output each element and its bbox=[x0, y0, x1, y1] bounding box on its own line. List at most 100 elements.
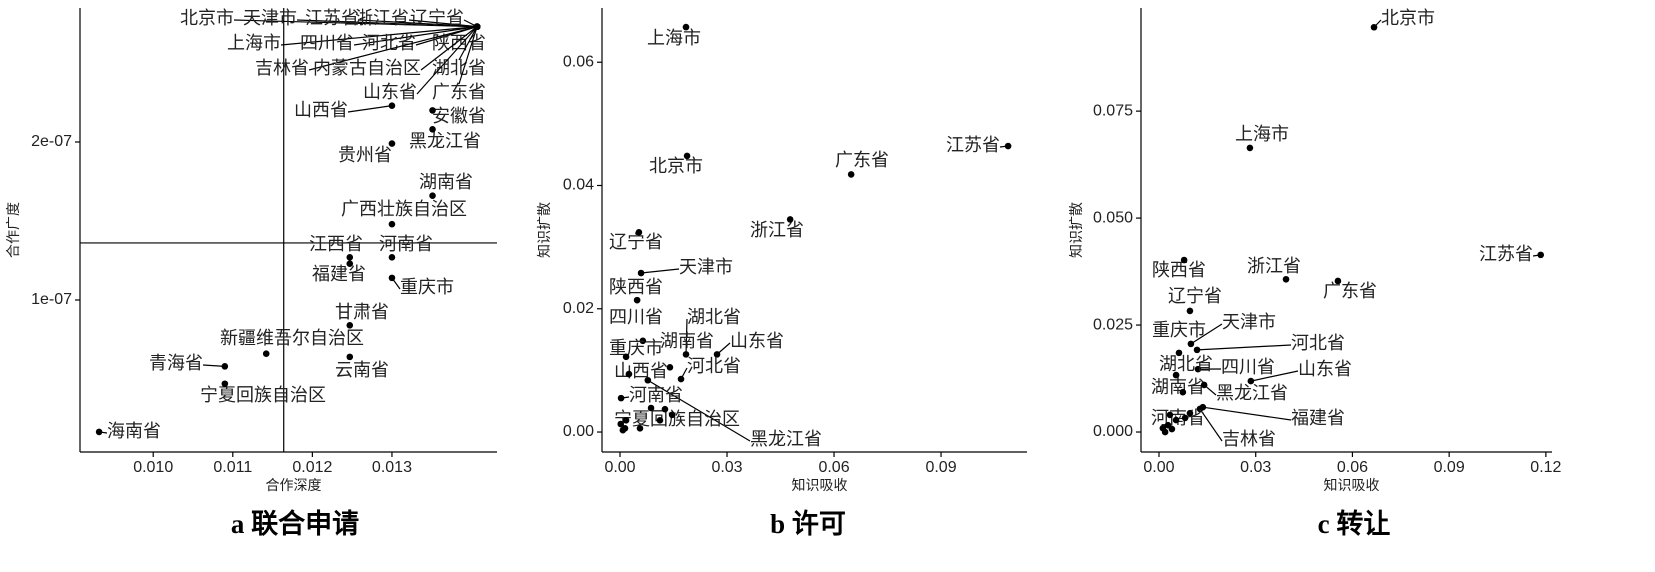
point-label: 陕西省 bbox=[1152, 260, 1206, 280]
point-label: 宁夏回族自治区 bbox=[200, 385, 326, 405]
point bbox=[1172, 416, 1180, 424]
point bbox=[388, 140, 396, 147]
point-label: 广东省 bbox=[1323, 281, 1377, 301]
point bbox=[644, 376, 652, 384]
y-tick-label: 0.075 bbox=[1093, 102, 1133, 119]
point-label: 山东省 bbox=[363, 82, 417, 102]
leader-line bbox=[416, 26, 478, 95]
leader-line bbox=[280, 26, 478, 46]
point bbox=[666, 364, 674, 371]
point-label: 甘肃省 bbox=[335, 302, 389, 322]
x-tick-label: 0.03 bbox=[1240, 459, 1271, 476]
point-label: 四川省 bbox=[300, 33, 354, 53]
y-tick-label: 0.02 bbox=[563, 300, 594, 317]
panel-title: b 许可 bbox=[770, 509, 846, 539]
leader-line bbox=[1199, 408, 1223, 442]
point bbox=[647, 404, 655, 412]
point-label: 内蒙古自治区 bbox=[313, 58, 421, 78]
x-tick-label: 0.00 bbox=[1143, 459, 1174, 476]
point-label: 辽宁省 bbox=[410, 8, 464, 28]
y-tick-label: 0.000 bbox=[1093, 423, 1133, 440]
point-label: 天津市 bbox=[243, 8, 297, 28]
point-label: 黑龙江省 bbox=[750, 429, 822, 449]
point-label: 北京市 bbox=[180, 8, 234, 28]
point-label: 江苏省 bbox=[946, 135, 1000, 155]
point-label: 陕西省 bbox=[609, 277, 663, 297]
point-label: 北京市 bbox=[649, 156, 703, 176]
point-label: 山西省 bbox=[294, 100, 348, 120]
point bbox=[1193, 346, 1201, 354]
point bbox=[429, 192, 436, 200]
point-label: 辽宁省 bbox=[1168, 286, 1222, 306]
point bbox=[621, 425, 629, 432]
point bbox=[682, 23, 690, 31]
point bbox=[346, 321, 354, 329]
point-label: 四川省 bbox=[609, 307, 663, 327]
point-label: 北京市 bbox=[1381, 8, 1435, 28]
panel-title: a 联合申请 bbox=[231, 508, 359, 539]
point-label: 上海市 bbox=[1235, 124, 1289, 144]
point-label: 湖南省 bbox=[419, 172, 473, 192]
point-label: 广西壮族自治区 bbox=[341, 199, 467, 219]
point-label: 黑龙江省 bbox=[409, 131, 481, 151]
x-tick-label: 0.00 bbox=[604, 459, 635, 476]
point bbox=[388, 102, 396, 109]
point bbox=[473, 23, 481, 30]
point-label: 宁夏回族自治区 bbox=[614, 409, 740, 429]
x-tick-label: 0.06 bbox=[1337, 459, 1368, 476]
x-tick-label: 0.03 bbox=[711, 459, 742, 476]
point-label: 江苏省 bbox=[305, 8, 359, 28]
point-label: 海南省 bbox=[107, 421, 161, 441]
leader-line bbox=[685, 318, 688, 355]
point-label: 山东省 bbox=[1298, 359, 1352, 379]
x-tick-label: 0.09 bbox=[925, 459, 956, 476]
point bbox=[429, 126, 436, 133]
leader-line bbox=[308, 26, 478, 71]
y-tick-label: 0.00 bbox=[563, 423, 594, 440]
point bbox=[388, 254, 396, 261]
point-label: 广东省 bbox=[432, 82, 486, 102]
point bbox=[1537, 251, 1545, 259]
leader-line bbox=[408, 19, 478, 28]
point-label: 浙江省 bbox=[750, 220, 804, 240]
x-tick-label: 0.09 bbox=[1434, 459, 1465, 476]
point-label: 重庆市 bbox=[609, 338, 663, 358]
leader-line bbox=[202, 364, 225, 367]
point-label: 重庆市 bbox=[1152, 320, 1206, 340]
point bbox=[713, 351, 721, 358]
x-tick-label: 0.013 bbox=[372, 459, 412, 476]
point-label: 吉林省 bbox=[255, 58, 309, 78]
point-label: 云南省 bbox=[335, 360, 389, 380]
point bbox=[1175, 349, 1183, 357]
point bbox=[388, 274, 396, 282]
point-label: 贵州省 bbox=[338, 145, 392, 165]
point bbox=[668, 411, 676, 419]
point bbox=[635, 229, 643, 236]
point-label: 山东省 bbox=[730, 331, 784, 351]
point bbox=[1246, 144, 1254, 152]
point bbox=[637, 269, 645, 277]
point bbox=[661, 405, 669, 413]
point-label: 吉林省 bbox=[1222, 429, 1276, 449]
point bbox=[1370, 23, 1378, 31]
point-label: 上海市 bbox=[227, 33, 281, 53]
point bbox=[1161, 428, 1169, 436]
point bbox=[677, 375, 685, 383]
x-axis-title: 知识吸收 bbox=[792, 477, 848, 494]
point bbox=[1200, 381, 1208, 389]
x-tick-label: 0.011 bbox=[213, 459, 252, 476]
point-label: 浙江省 bbox=[355, 8, 409, 28]
point-label: 福建省 bbox=[1291, 408, 1345, 428]
leader-line bbox=[1250, 370, 1299, 382]
point-label: 江西省 bbox=[309, 234, 363, 254]
point-label: 河南省 bbox=[629, 385, 683, 405]
point-label: 福建省 bbox=[312, 264, 366, 284]
point bbox=[1004, 142, 1012, 150]
leader-line bbox=[347, 105, 393, 113]
leader-line bbox=[640, 268, 680, 274]
point bbox=[656, 417, 664, 424]
point bbox=[95, 428, 103, 436]
point-label: 河北省 bbox=[362, 33, 416, 53]
point bbox=[221, 363, 229, 370]
point bbox=[262, 350, 270, 358]
